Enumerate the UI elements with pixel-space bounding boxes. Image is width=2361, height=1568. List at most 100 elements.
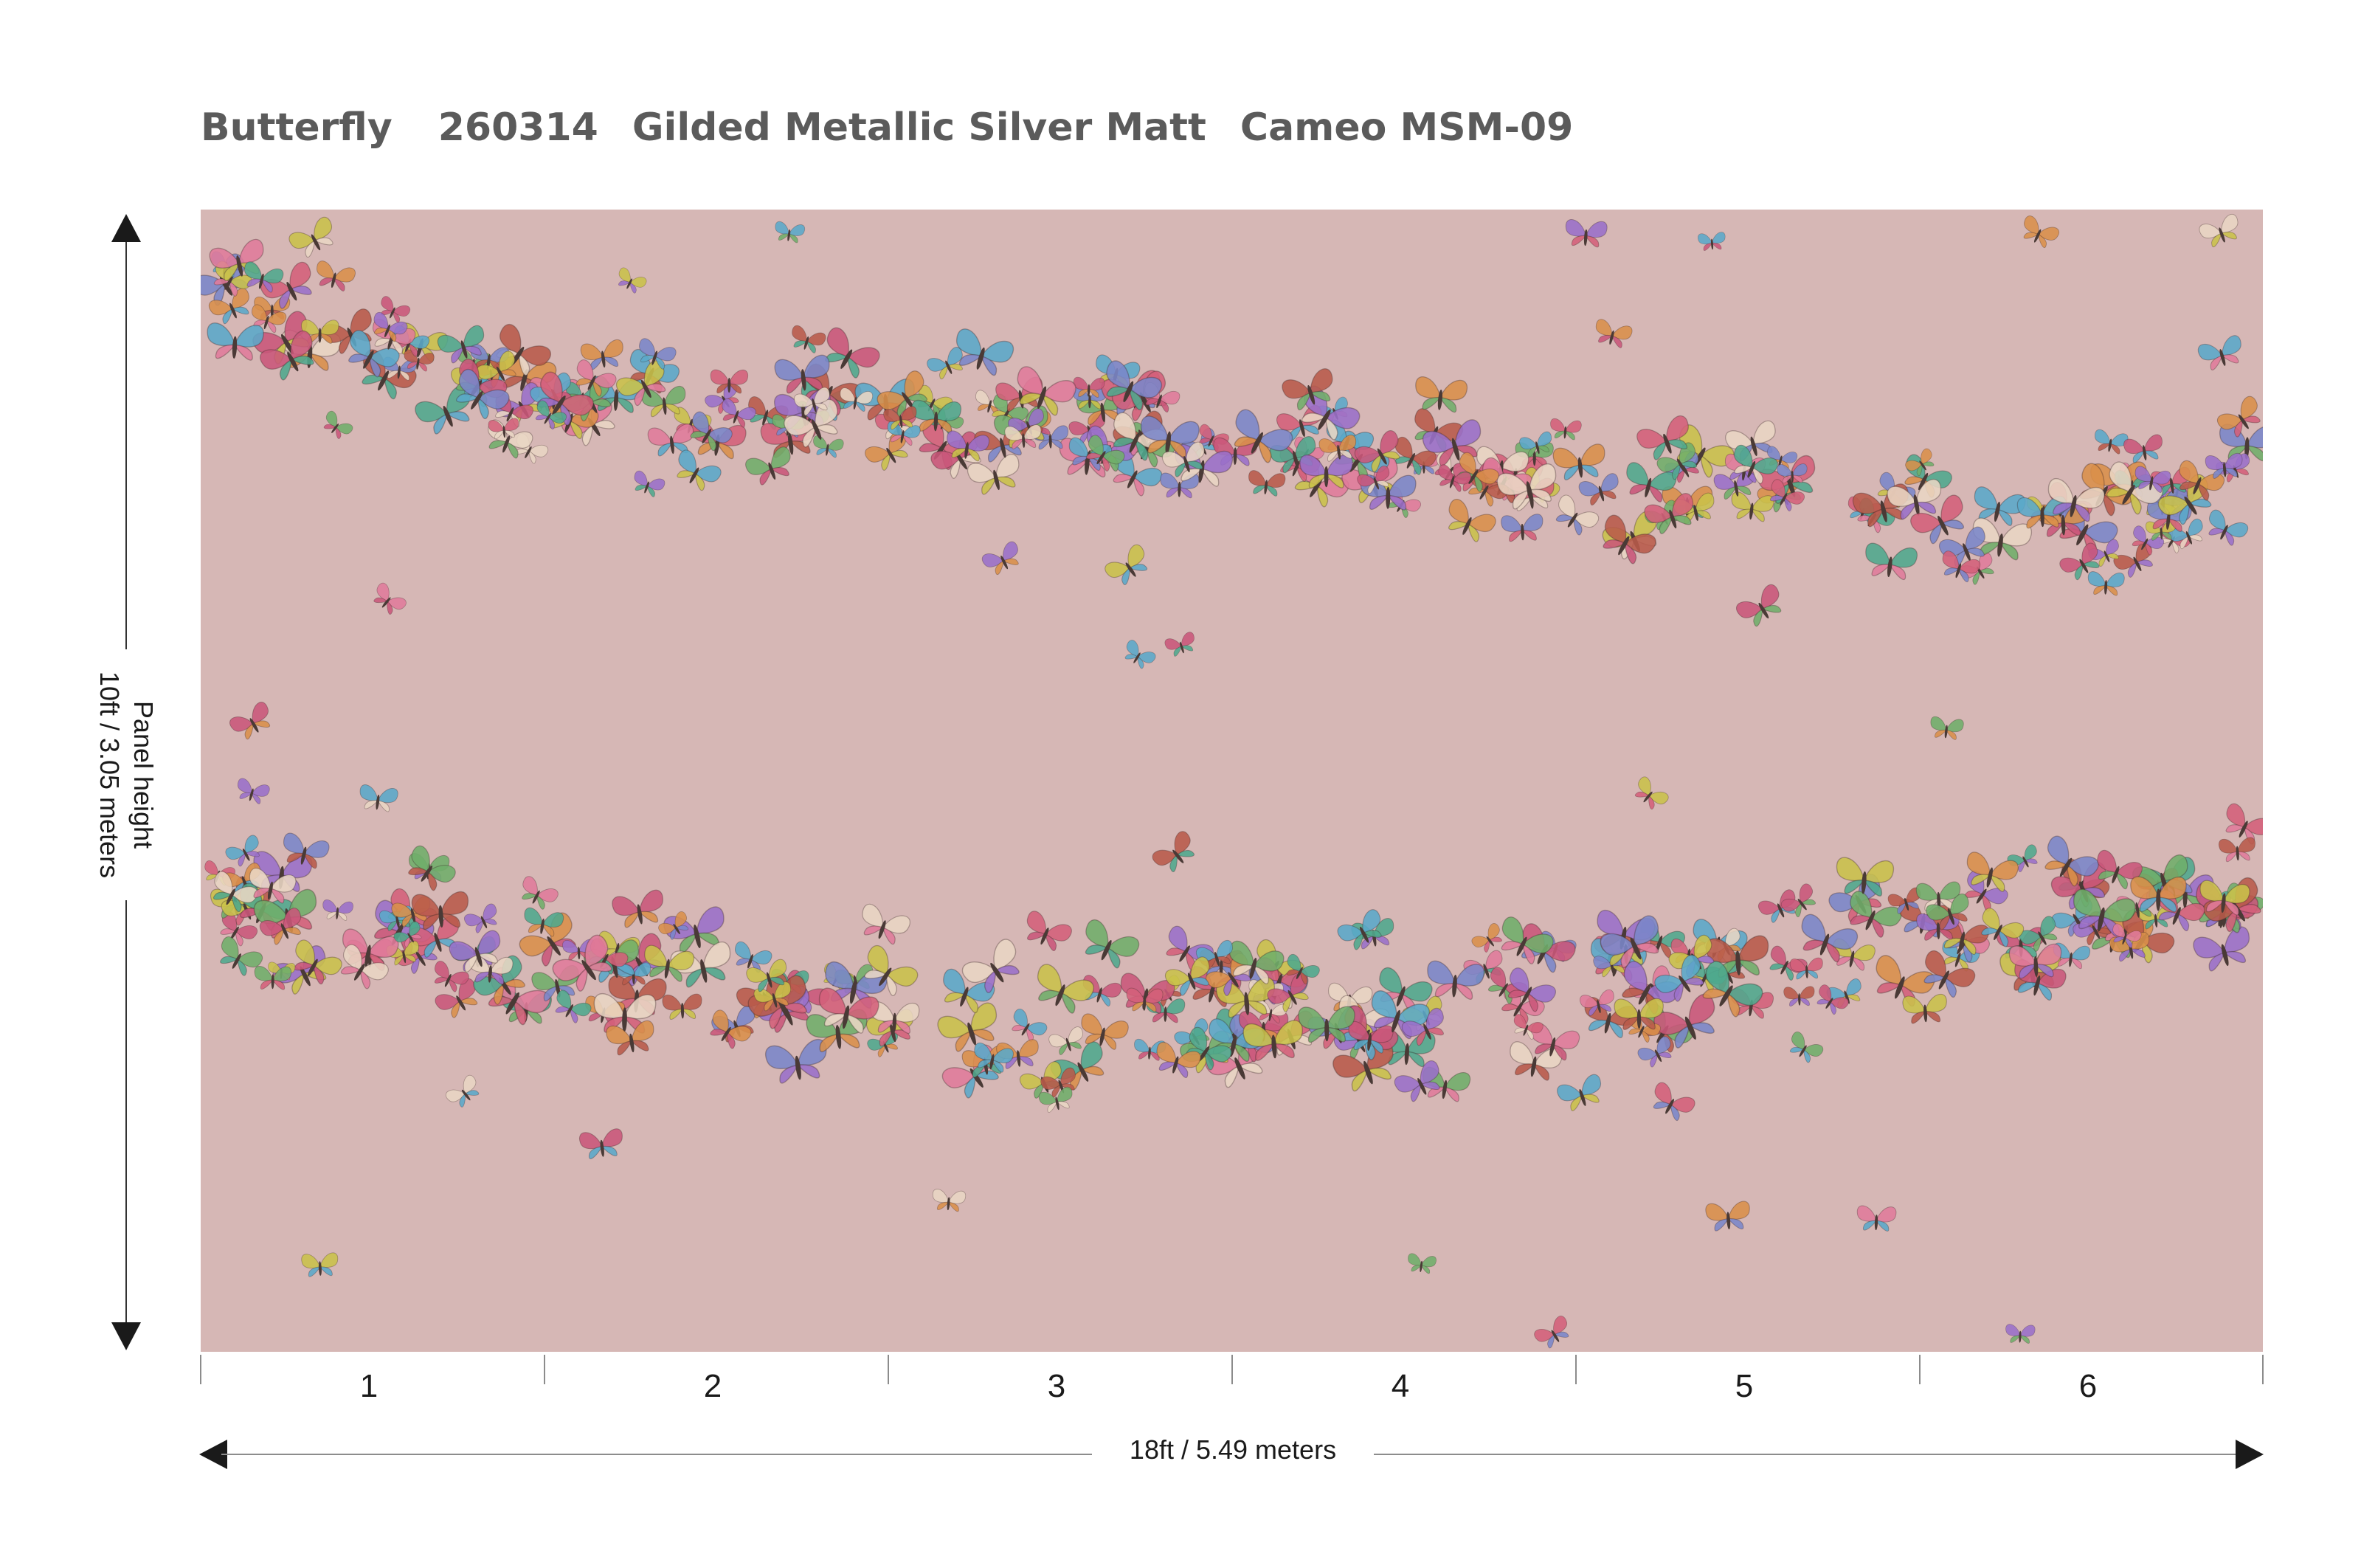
panel-divider — [888, 1355, 889, 1384]
butterfly-icon — [710, 1009, 752, 1049]
butterfly-icon — [2087, 571, 2125, 596]
panel-number: 2 — [703, 1368, 722, 1404]
butterfly-icon — [955, 328, 1014, 376]
butterfly-icon — [774, 354, 830, 394]
butterfly-icon — [2112, 923, 2142, 948]
butterfly-icon — [237, 778, 270, 804]
butterfly-icon — [1552, 443, 1605, 480]
butterfly-icon — [1081, 1013, 1129, 1050]
butterfly-icon — [1012, 1009, 1048, 1043]
butterfly-icon — [1887, 478, 1942, 519]
butterfly-icon — [2130, 876, 2187, 913]
panel-divider — [2262, 1355, 2264, 1384]
butterfly-icon — [1164, 956, 1210, 996]
butterfly-icon — [877, 370, 928, 419]
butterfly-icon — [2168, 518, 2203, 550]
butterfly-icon — [765, 1039, 827, 1084]
butterfly-icon — [1926, 893, 1969, 930]
butterfly-icon — [1634, 776, 1669, 810]
butterfly-icon — [373, 582, 407, 615]
butterfly-icon — [1448, 499, 1496, 542]
butterfly-icon — [437, 325, 485, 364]
butterfly-icon — [887, 421, 921, 446]
butterfly-icon — [1427, 960, 1485, 1000]
butterfly-icon — [1501, 916, 1554, 964]
height-value-text: 10ft / 3.05 meters — [94, 671, 125, 879]
butterfly-icon — [911, 399, 962, 433]
butterfly-icon — [1865, 542, 1918, 580]
butterfly-icon — [662, 993, 702, 1020]
butterfly-icon — [1856, 1205, 1897, 1232]
butterfly-icon — [1298, 1006, 1355, 1043]
butterfly-icon — [1196, 939, 1233, 970]
butterfly-icon — [2019, 916, 2058, 952]
panel-divider — [200, 1355, 201, 1384]
butterfly-icon — [2225, 803, 2263, 845]
butterfly-icon — [323, 410, 353, 439]
butterfly-icon — [1887, 887, 1921, 914]
butterfly-icon — [1702, 961, 1763, 1018]
panel-divider — [1919, 1355, 1921, 1384]
butterfly-icon — [1026, 911, 1072, 951]
butterfly-icon — [862, 903, 910, 945]
butterfly-icon — [464, 903, 497, 933]
butterfly-icon — [1040, 1067, 1076, 1098]
butterfly-icon — [1550, 418, 1582, 441]
butterfly-icon — [981, 541, 1019, 576]
butterfly-icon — [1850, 891, 1902, 938]
butterfly-icon — [1215, 977, 1275, 1018]
butterfly-icon — [1930, 716, 1964, 740]
butterfly-icon — [294, 939, 342, 985]
butterfly-icon — [449, 930, 501, 973]
butterfly-icon — [1186, 1026, 1232, 1071]
butterfly-icon — [1705, 1201, 1750, 1232]
finish-name: Gilded Metallic Silver Matt — [632, 106, 1206, 150]
butterfly-icon — [2208, 509, 2249, 546]
butterfly-icon — [1299, 455, 1353, 488]
butterfly-icon — [301, 320, 339, 344]
butterfly-icon — [1415, 376, 1468, 412]
butterfly-icon — [967, 454, 1020, 495]
arrow-up-icon — [111, 214, 141, 242]
butterfly-icon — [1725, 420, 1776, 461]
butterfly-icon — [1105, 544, 1148, 586]
butterfly-icon — [794, 387, 830, 416]
butterfly-icon — [647, 424, 694, 457]
butterfly-icon — [1282, 368, 1333, 411]
butterfly-icon — [1038, 1086, 1073, 1113]
butterfly-icon — [974, 1043, 1014, 1073]
butterfly-icon — [825, 327, 880, 379]
butterfly-icon — [555, 990, 592, 1023]
butterfly-icon — [259, 908, 301, 945]
butterfly-icon — [618, 267, 647, 294]
butterfly-icon — [411, 891, 469, 930]
height-label-background — [81, 649, 170, 900]
butterfly-icon — [578, 1128, 623, 1159]
butterfly-icon — [229, 702, 271, 740]
butterfly-icon — [1037, 964, 1094, 1014]
butterfly-icon — [639, 338, 677, 370]
butterfly-icon — [2097, 849, 2143, 890]
butterfly-icon — [456, 368, 510, 420]
butterfly-icon — [753, 981, 792, 1012]
butterfly-icon — [2106, 461, 2163, 515]
panel-number: 6 — [2078, 1368, 2098, 1404]
butterfly-icon — [1160, 472, 1200, 499]
butterfly-icon — [1923, 950, 1976, 998]
butterfly-icon — [2005, 1324, 2036, 1344]
butterfly-icon — [937, 1002, 998, 1052]
butterfly-icon — [1557, 1074, 1602, 1111]
butterfly-icon — [373, 311, 408, 342]
butterfly-icon — [1401, 1007, 1444, 1046]
butterfly-icon — [1510, 1041, 1563, 1081]
pattern-name: Butterfly — [201, 106, 393, 150]
butterfly-icon — [254, 966, 292, 990]
butterfly-icon — [524, 907, 564, 937]
colorway-name: Cameo MSM-09 — [1240, 106, 1574, 150]
butterfly-icon — [1626, 462, 1677, 502]
butterfly-icon — [2193, 926, 2250, 972]
butterfly-icon — [435, 978, 478, 1018]
butterfly-icon — [2179, 460, 2225, 501]
butterfly-icon — [1902, 993, 1947, 1024]
butterfly-icon — [213, 871, 258, 913]
